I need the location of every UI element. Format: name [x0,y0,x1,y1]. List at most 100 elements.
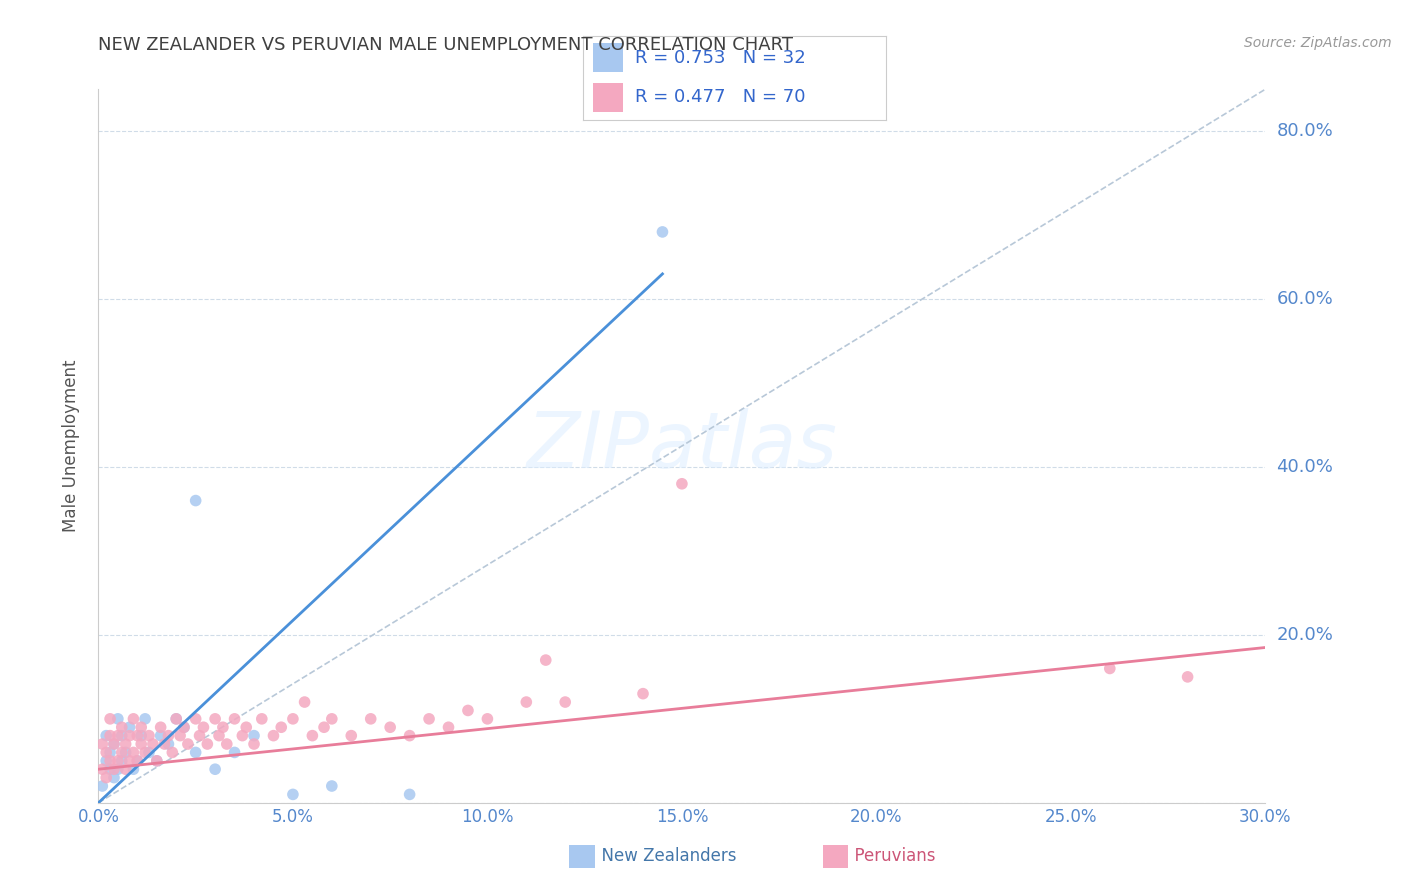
Text: R = 0.477   N = 70: R = 0.477 N = 70 [636,87,806,105]
Text: Peruvians: Peruvians [844,847,935,865]
Point [195,737,218,751]
Text: Source: ZipAtlas.com: Source: ZipAtlas.com [1244,36,1392,50]
Point [281,788,304,802]
Text: R = 0.753   N = 32: R = 0.753 N = 32 [636,49,806,67]
Point [111,754,134,768]
Point [127,754,149,768]
Point [165,712,187,726]
Point [157,729,180,743]
Point [111,729,134,743]
Point [98,712,121,726]
Text: 20.0%: 20.0% [1277,626,1333,644]
Point [515,695,537,709]
Point [134,746,156,760]
Point [103,762,125,776]
Text: 80.0%: 80.0% [1277,122,1333,140]
Point [215,737,238,751]
Point [149,720,172,734]
Point [149,729,172,743]
Point [162,746,184,760]
Point [129,720,152,734]
Bar [592,44,623,72]
Point [208,729,231,743]
Point [138,729,160,743]
Point [118,729,141,743]
Point [111,746,134,760]
Text: 40.0%: 40.0% [1277,458,1333,476]
Point [184,493,207,508]
Point [224,712,246,726]
Point [96,746,118,760]
Point [114,737,136,751]
Point [138,746,160,760]
Point [321,712,343,726]
Point [98,729,121,743]
Point [631,687,654,701]
Point [398,729,420,743]
Point [122,712,145,726]
Point [153,737,176,751]
Text: 60.0%: 60.0% [1277,290,1333,308]
Point [212,720,235,734]
Point [96,771,118,785]
Text: ZIPatlas: ZIPatlas [526,408,838,484]
Point [1177,670,1199,684]
Point [107,762,129,776]
Point [129,729,152,743]
Point [671,476,693,491]
Point [127,754,149,768]
Point [134,712,156,726]
Point [312,720,335,734]
Point [457,703,479,717]
Point [114,746,136,760]
Point [91,762,114,776]
Point [398,788,420,802]
Point [231,729,253,743]
Point [103,737,125,751]
Point [111,720,134,734]
Point [301,729,323,743]
Point [129,737,152,751]
Bar [592,83,623,112]
Point [127,729,149,743]
Point [321,779,343,793]
Point [107,754,129,768]
Point [98,754,121,768]
Point [107,729,129,743]
Point [193,720,215,734]
Point [360,712,382,726]
Point [165,712,187,726]
Point [118,754,141,768]
Point [107,712,129,726]
Point [173,720,195,734]
Point [91,779,114,793]
Point [96,729,118,743]
Point [103,771,125,785]
Point [184,712,207,726]
Text: New Zealanders: New Zealanders [591,847,735,865]
Point [437,720,460,734]
Point [243,729,266,743]
Point [534,653,557,667]
Point [294,695,316,709]
Point [204,712,226,726]
Point [118,720,141,734]
Point [554,695,576,709]
Point [177,737,200,751]
Point [250,712,273,726]
Y-axis label: Male Unemployment: Male Unemployment [62,359,80,533]
Point [340,729,363,743]
Point [418,712,440,726]
Point [122,746,145,760]
Point [281,712,304,726]
Point [103,737,125,751]
Point [1098,661,1121,675]
Point [477,712,499,726]
Point [114,762,136,776]
Point [243,737,266,751]
Point [169,729,191,743]
Point [91,737,114,751]
Point [651,225,673,239]
Point [98,762,121,776]
Point [146,754,169,768]
